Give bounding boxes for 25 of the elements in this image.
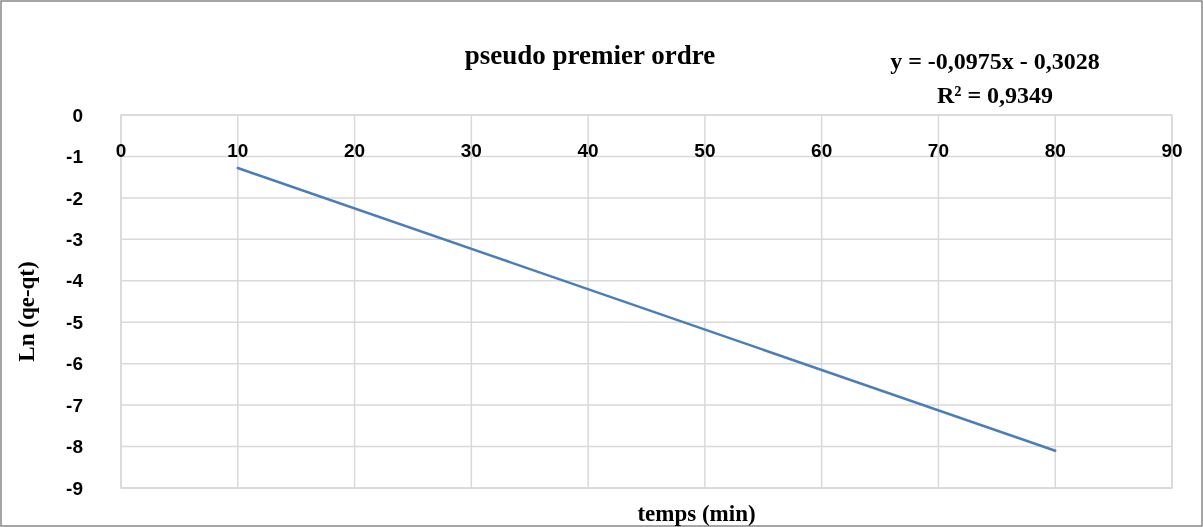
y-tick-label: -9 xyxy=(66,477,83,499)
x-axis-title: temps (min) xyxy=(637,501,756,526)
x-tick-label: 60 xyxy=(811,140,833,161)
y-tick-label: -8 xyxy=(66,436,83,458)
text: R² = 0,9349 xyxy=(936,82,1054,108)
x-tick-label: 30 xyxy=(460,140,482,161)
x-tick-label: 70 xyxy=(927,140,950,161)
y-axis-title: Ln (qe-qt) xyxy=(14,261,39,362)
x-tick-label: 90 xyxy=(1161,140,1183,161)
y-tick-label: 0 xyxy=(72,104,83,126)
y-tick-label: -1 xyxy=(66,146,84,168)
x-tick-label: 20 xyxy=(343,140,366,161)
chart-title: pseudo premier ordre xyxy=(464,40,716,70)
x-tick-label: 40 xyxy=(577,140,599,161)
x-tick-label: 10 xyxy=(227,140,249,161)
text: y = -0,0975x - 0,3028 xyxy=(890,48,1100,74)
y-tick-label: -6 xyxy=(66,353,83,375)
y-tick-label: -2 xyxy=(66,187,83,209)
y-tick-label: -4 xyxy=(66,270,84,292)
y-tick-label: -3 xyxy=(66,228,83,250)
y-tick-label: -5 xyxy=(66,311,84,333)
x-tick-label: 80 xyxy=(1044,140,1066,161)
x-tick-label: 0 xyxy=(115,140,127,161)
x-tick-label: 50 xyxy=(694,140,716,161)
y-tick-label: -7 xyxy=(66,394,83,416)
